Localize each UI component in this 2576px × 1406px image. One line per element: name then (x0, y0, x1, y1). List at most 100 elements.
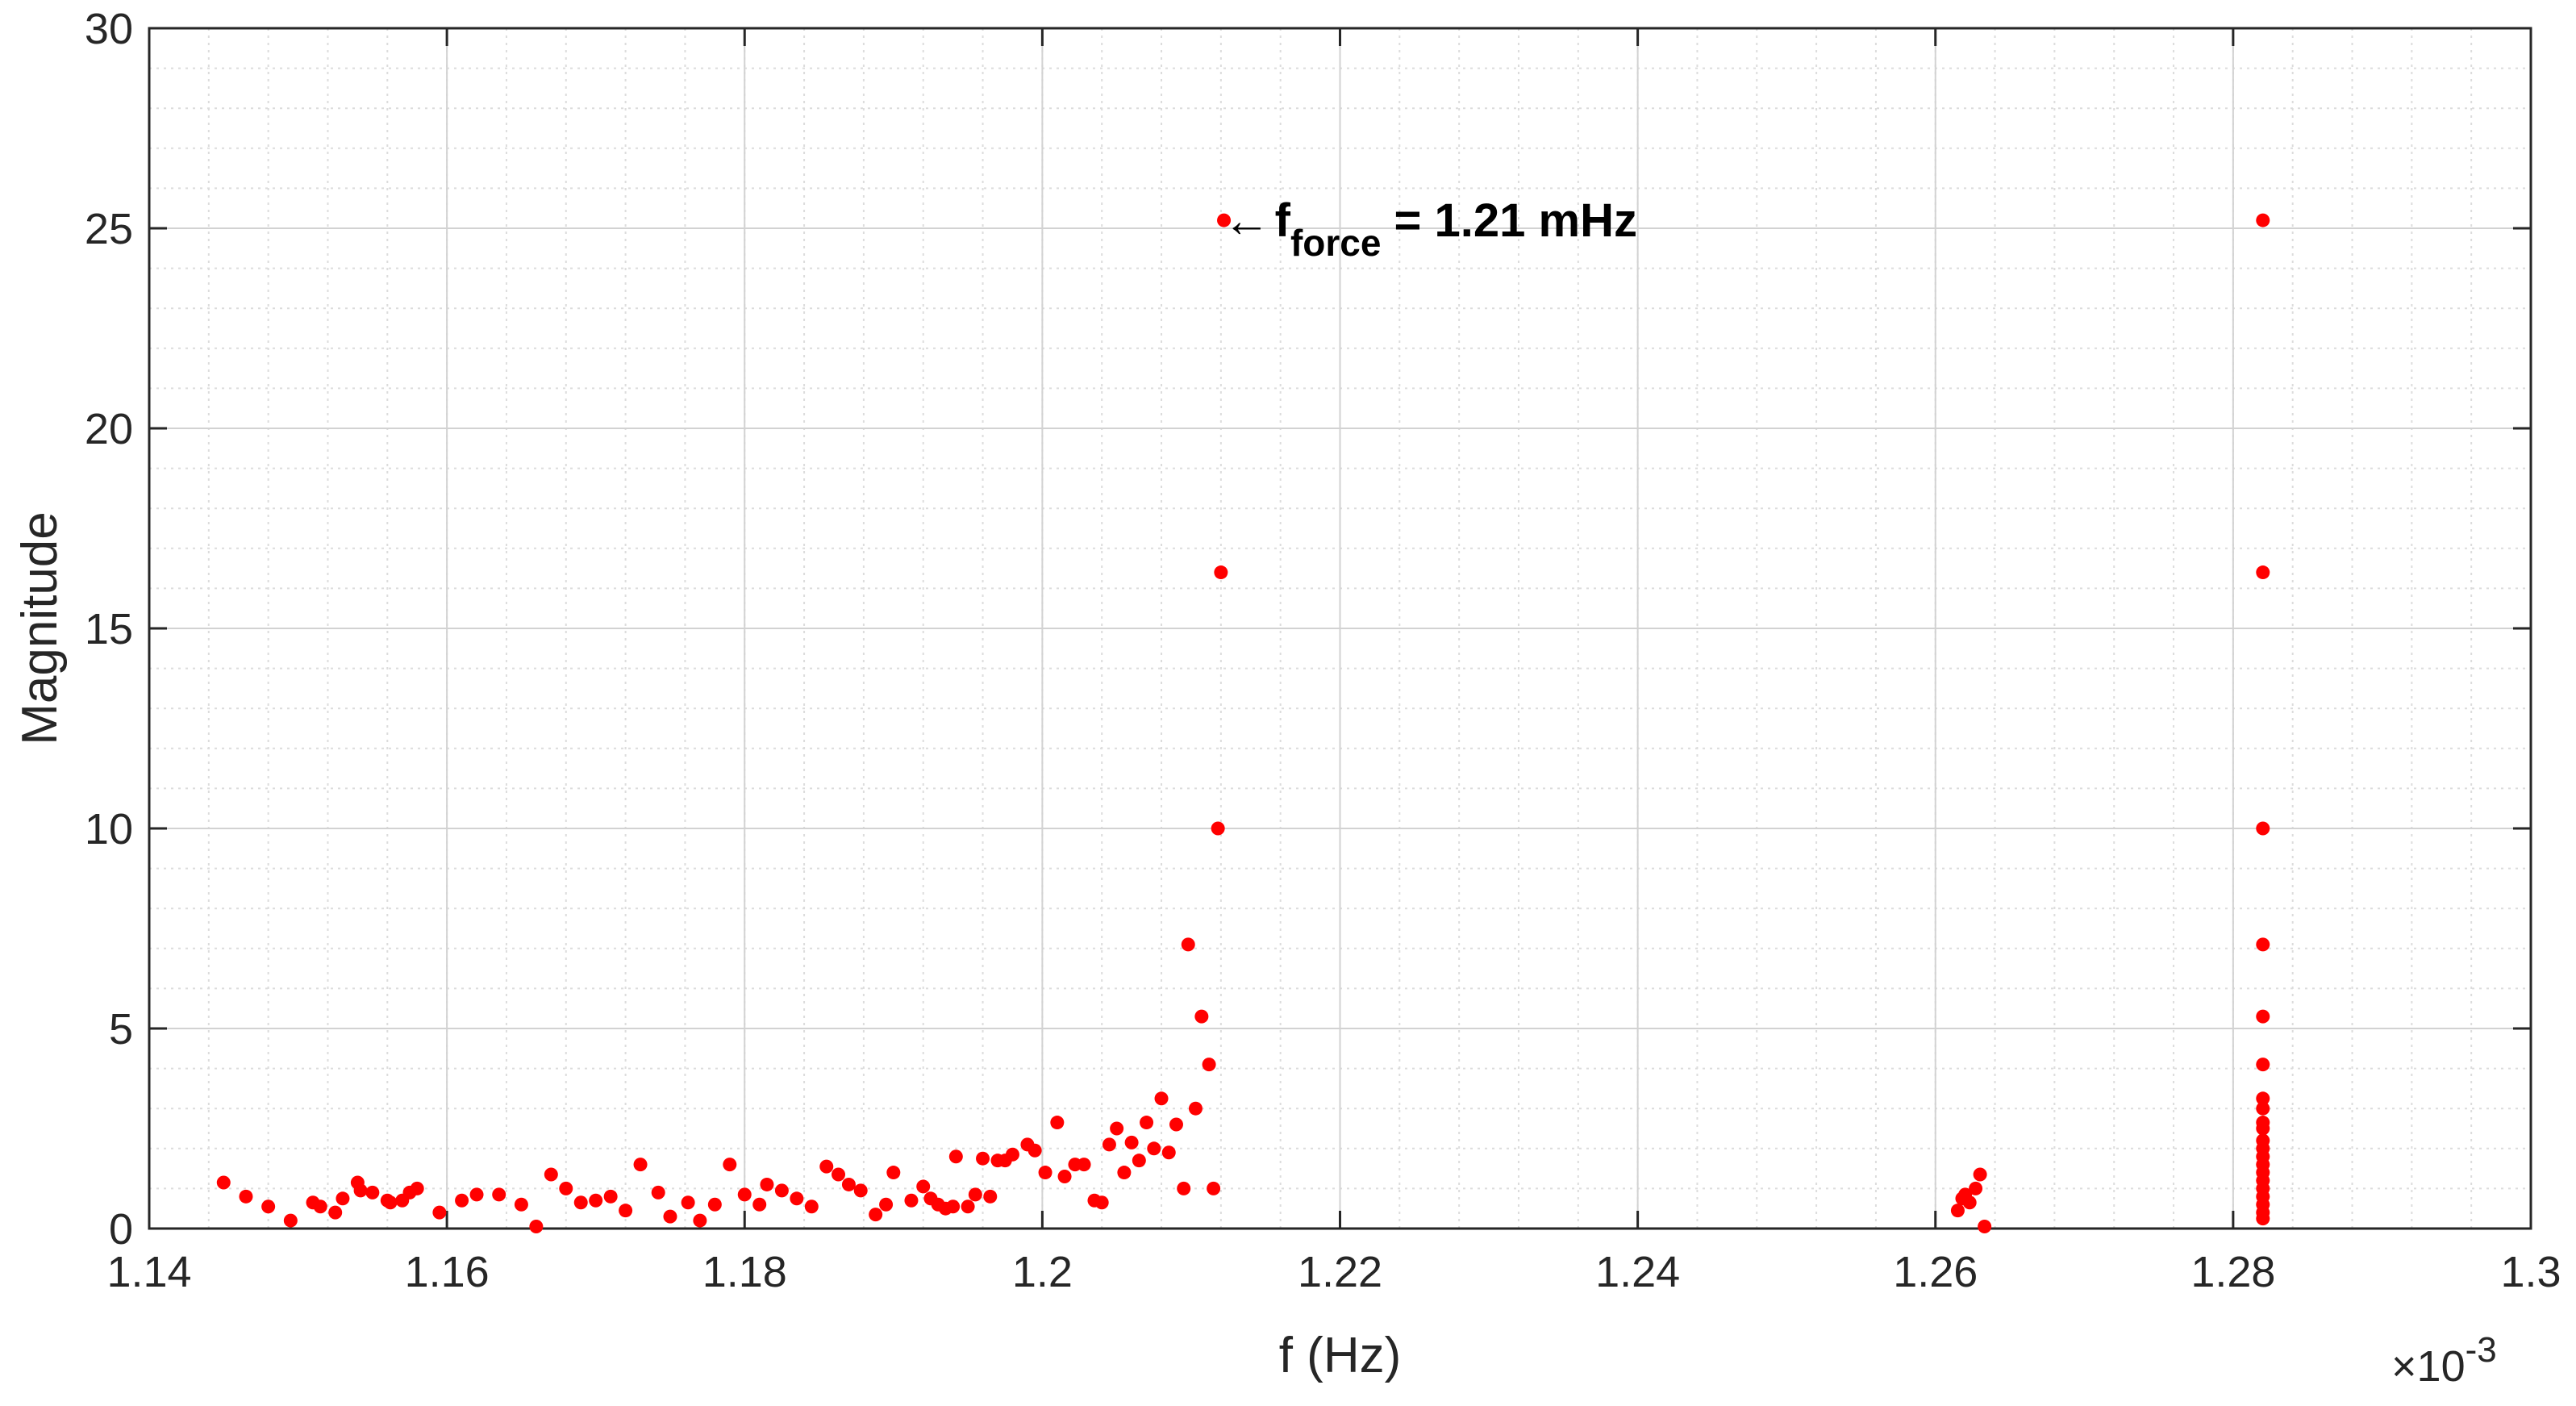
y-tick-label: 15 (85, 605, 133, 653)
x-tick-label: 1.22 (1298, 1248, 1382, 1296)
data-point (619, 1204, 633, 1218)
data-point (948, 1149, 963, 1164)
data-point (1110, 1121, 1124, 1136)
data-point (2256, 1058, 2270, 1072)
x-tick-labels: 1.14 1.16 1.18 1.2 1.22 1.24 1.26 1.28 1.3 (106, 1248, 2561, 1296)
data-point (455, 1193, 469, 1208)
data-point (1973, 1167, 1987, 1182)
x-tick-label: 1.24 (1595, 1248, 1680, 1296)
data-point (1094, 1195, 1109, 1210)
data-point (2256, 1009, 2270, 1024)
major-grid (148, 27, 2532, 1229)
x-exponent-base: 10 (2417, 1342, 2466, 1391)
y-tick-label: 5 (109, 1005, 133, 1053)
data-point (2256, 937, 2270, 952)
x-tick-label: 1.26 (1893, 1248, 1978, 1296)
data-point (1169, 1117, 1183, 1132)
data-point (663, 1209, 677, 1224)
data-point (1950, 1204, 1965, 1218)
data-point (2256, 1091, 2270, 1106)
y-tick-label: 25 (85, 205, 133, 253)
data-point (492, 1187, 506, 1202)
data-point (1102, 1137, 1116, 1152)
data-point (1057, 1170, 1072, 1184)
data-point (261, 1199, 276, 1214)
data-point (633, 1158, 648, 1172)
y-axis-label: Magnitude (12, 511, 68, 745)
annotation-subscript: force (1290, 222, 1381, 264)
data-point (968, 1187, 982, 1202)
data-point (1962, 1195, 1977, 1210)
annotation-label: ← fforce = 1.21 mHz (1223, 194, 1637, 264)
data-point (983, 1189, 998, 1204)
data-point (1202, 1058, 1216, 1072)
data-point (1207, 1181, 1221, 1195)
x-tick-label: 1.14 (106, 1248, 191, 1296)
data-point (1188, 1101, 1203, 1116)
data-point (544, 1167, 558, 1182)
data-point (1177, 1181, 1191, 1195)
data-point (336, 1191, 350, 1206)
data-point (1027, 1143, 1042, 1158)
x-tick-label: 1.2 (1012, 1248, 1073, 1296)
data-point (2256, 213, 2270, 227)
data-point (1132, 1154, 1146, 1168)
data-point (904, 1193, 919, 1208)
data-point (804, 1199, 819, 1214)
data-point (589, 1193, 603, 1208)
data-point (2256, 1121, 2270, 1136)
data-point (365, 1185, 380, 1199)
x-axis-label: f (Hz) (1279, 1328, 1402, 1383)
data-point (529, 1220, 544, 1234)
data-point (681, 1195, 695, 1210)
data-point (1124, 1135, 1139, 1149)
annotation-value: = 1.21 mHz (1381, 194, 1637, 247)
data-point (1147, 1141, 1161, 1156)
data-point (2256, 1212, 2270, 1226)
data-point (353, 1183, 368, 1198)
data-points (216, 213, 2270, 1234)
data-point (1181, 937, 1195, 952)
data-point (1005, 1147, 1019, 1162)
data-point (328, 1205, 343, 1220)
data-point (410, 1181, 424, 1195)
data-point (573, 1195, 588, 1210)
data-point (1050, 1116, 1065, 1130)
y-tick-label: 30 (85, 5, 133, 53)
data-point (1140, 1116, 1154, 1130)
data-point (1154, 1091, 1169, 1106)
data-point (651, 1185, 665, 1199)
data-point (819, 1159, 834, 1174)
data-point (961, 1199, 975, 1214)
annotation-f: f (1275, 194, 1291, 247)
data-point (832, 1167, 846, 1182)
x-tick-label: 1.16 (405, 1248, 490, 1296)
data-point (869, 1208, 883, 1222)
data-point (1978, 1220, 1992, 1234)
data-point (1117, 1166, 1132, 1180)
data-point (760, 1177, 774, 1191)
data-point (1217, 213, 1232, 227)
data-point (916, 1179, 931, 1194)
x-axis-exponent: ×10-3 (2391, 1330, 2497, 1391)
data-point (469, 1187, 484, 1202)
data-point (1194, 1009, 1209, 1024)
data-point (1969, 1181, 1983, 1195)
y-tick-label: 0 (109, 1205, 133, 1254)
x-exponent-times: × (2391, 1342, 2417, 1391)
x-tick-label: 1.3 (2500, 1248, 2561, 1296)
data-point (1077, 1158, 1091, 1172)
data-point (693, 1213, 707, 1228)
annotation-arrow: ← (1223, 194, 1270, 247)
data-point (383, 1195, 398, 1210)
y-tick-label: 10 (85, 805, 133, 853)
data-point (239, 1189, 253, 1204)
force-frequency-annotation: ← fforce = 1.21 mHz (1223, 194, 1637, 264)
data-point (752, 1197, 767, 1212)
y-tick-label: 20 (85, 405, 133, 453)
data-point (432, 1205, 447, 1220)
x-exponent-power: -3 (2466, 1330, 2497, 1370)
data-point (853, 1183, 868, 1198)
data-point (216, 1175, 231, 1190)
